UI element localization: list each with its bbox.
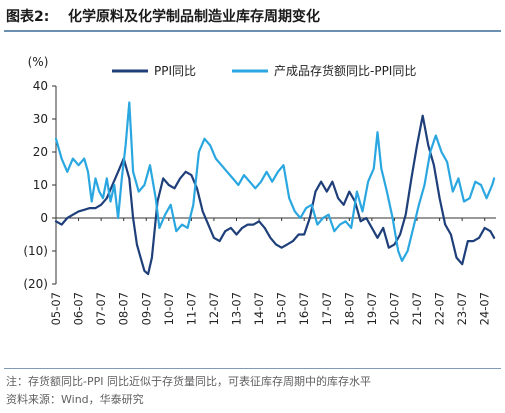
chart-note: 注：存货额同比-PPI 同比近似于存货量同比，可表征库存周期中的库存水平 xyxy=(6,375,371,388)
figure-label: 图表2: xyxy=(6,9,50,25)
x-tick-label: 20-07 xyxy=(387,292,401,325)
line-chart: (%) PPI同比 产成品存货额同比-PPI同比 40 30 20 10 0 (10) (20… xyxy=(23,55,496,325)
x-tick-label: 06-07 xyxy=(72,292,86,325)
x-tick-label: 08-07 xyxy=(117,292,131,325)
x-tick-label: 05-07 xyxy=(49,292,63,325)
figure-title-row: 图表2: 化学原料及化学制品制造业库存周期变化 xyxy=(4,3,501,32)
x-tick-label: 14-07 xyxy=(252,292,266,325)
x-tick-label: 07-07 xyxy=(94,292,108,325)
x-tick-label: 19-07 xyxy=(365,292,379,325)
y-tick-label: 10 xyxy=(33,178,48,192)
legend-label-finished-goods: 产成品存货额同比-PPI同比 xyxy=(274,63,416,78)
x-tick-label: 17-07 xyxy=(320,292,334,325)
x-tick-label: 09-07 xyxy=(139,292,153,325)
chart-source: 资料来源：Wind，华泰研究 xyxy=(6,393,144,406)
y-axis: 40 30 20 10 0 (10) (20) xyxy=(23,79,57,291)
figure-title: 化学原料及化学制品制造业库存周期变化 xyxy=(68,9,320,25)
x-tick-label: 23-07 xyxy=(455,292,469,325)
y-axis-label: (%) xyxy=(28,55,49,69)
series-line-finished-goods xyxy=(54,101,496,262)
x-tick-label: 16-07 xyxy=(297,292,311,325)
y-tick-label: (20) xyxy=(23,277,48,291)
x-tick-label: 11-07 xyxy=(184,292,198,325)
x-tick-label: 24-07 xyxy=(478,292,492,325)
x-tick-label: 10-07 xyxy=(162,292,176,325)
x-axis: 05-07 06-07 07-07 08-07 09-07 10-07 11-07 12-07… xyxy=(49,218,492,325)
y-tick-label: 20 xyxy=(33,145,48,159)
y-tick-label: 40 xyxy=(33,79,48,93)
title-divider xyxy=(4,30,501,32)
x-tick-label: 12-07 xyxy=(207,292,221,325)
series-lines xyxy=(54,101,496,276)
x-tick-label: 18-07 xyxy=(342,292,356,325)
y-tick-label: (10) xyxy=(23,244,48,258)
footer-divider xyxy=(4,368,501,369)
x-tick-label: 13-07 xyxy=(230,292,244,325)
series-line-ppi xyxy=(54,114,496,276)
chart-legend: PPI同比 产成品存货额同比-PPI同比 xyxy=(112,63,416,78)
x-tick-label: 15-07 xyxy=(275,292,289,325)
legend-label-ppi: PPI同比 xyxy=(154,64,196,78)
y-tick-label: 0 xyxy=(40,211,48,225)
x-tick-label: 21-07 xyxy=(410,292,424,325)
x-tick-label: 22-07 xyxy=(433,292,447,325)
y-tick-label: 30 xyxy=(33,112,48,126)
